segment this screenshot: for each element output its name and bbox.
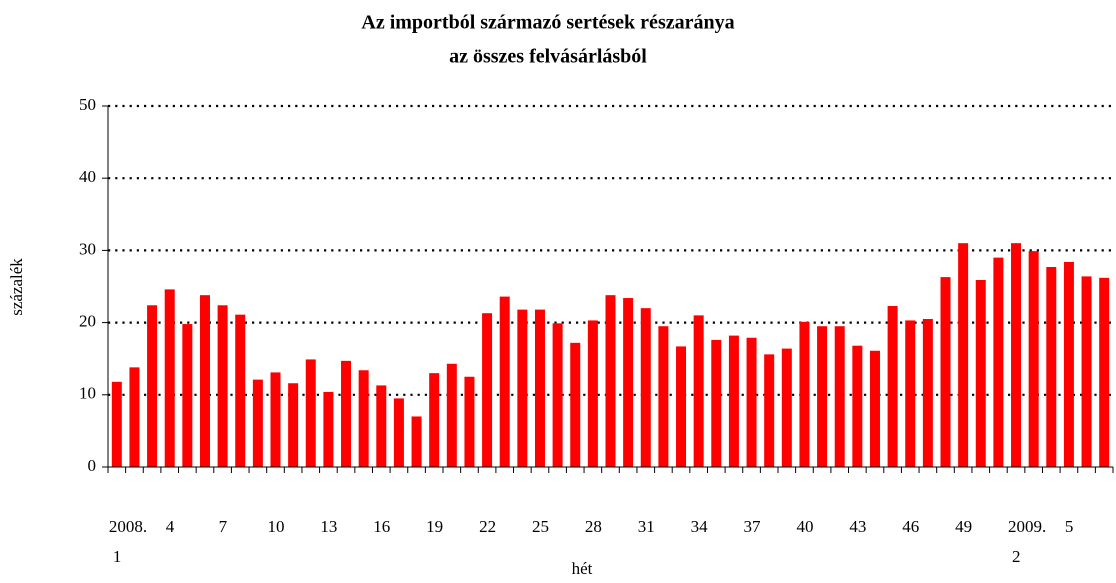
bar [164,289,175,467]
bar [975,280,986,467]
x-tick-label: 16 [373,517,390,536]
bar [658,326,669,467]
x-tick-label: 5 [1065,517,1074,536]
bar [499,296,510,467]
bar [517,309,528,467]
bar [799,321,810,467]
bar [534,309,545,467]
x-tick-label: 13 [320,517,337,536]
bar [199,295,210,467]
y-tick-label: 40 [79,167,96,186]
bar [817,326,828,467]
bar [288,383,299,467]
x-tick-label: 28 [585,517,602,536]
bar [252,379,263,467]
x-tick-label: 22 [479,517,496,536]
x-tick-label: 40 [796,517,813,536]
bar [129,367,140,467]
bar [411,416,422,467]
bar [552,323,563,467]
bar [587,320,598,467]
bar [958,243,969,467]
bar [940,277,951,467]
bar [446,363,457,467]
x-tick-label: 4 [166,517,175,536]
bar [834,326,845,467]
bar [728,335,739,467]
bar [764,354,775,467]
y-tick-label: 0 [88,456,97,475]
x-tick-label: 49 [955,517,972,536]
bar [1028,251,1039,467]
bar [235,314,246,467]
x-tick-label: 10 [268,517,285,536]
y-tick-label: 10 [79,384,96,403]
bar [922,318,933,467]
x-tick-label: 31 [638,517,655,536]
bar [869,350,880,467]
bar [887,305,898,467]
bar [323,391,334,467]
bar [182,324,193,467]
bar [1046,267,1057,467]
x-tick-label: 2008. 1 [109,517,147,566]
bar [605,295,616,467]
x-tick-label: 34 [691,517,709,536]
bar [676,346,687,467]
x-tick-label: 46 [902,517,919,536]
y-axis-label: százalék [7,258,26,316]
y-tick-label: 50 [79,95,96,114]
bar [464,376,475,467]
bar [852,345,863,467]
x-tick-label: 19 [426,517,443,536]
x-tick-label: 2009. 2 [1008,517,1046,566]
bar [693,315,704,467]
bar [429,373,440,467]
bar [270,372,281,467]
bar [1011,243,1022,467]
bar [147,305,158,467]
bar [1063,261,1074,467]
bar [623,298,634,467]
bar [358,370,369,467]
x-tick-label: 37 [744,517,762,536]
bar [111,381,122,467]
bar [746,337,757,467]
bar [482,313,493,467]
bar [217,305,228,467]
bar [993,257,1004,467]
x-axis-label: hét [572,559,593,578]
bar [376,385,387,467]
bar [640,308,651,467]
bar [393,398,404,467]
bar [1081,276,1092,467]
chart-title: az összes felvásárlásból [449,46,647,68]
x-tick-label: 7 [219,517,228,536]
y-tick-label: 20 [79,312,96,331]
bar [781,348,792,467]
bar [341,360,352,467]
bar [905,320,916,467]
bar [570,342,581,467]
x-tick-label: 25 [532,517,549,536]
chart-title: Az importból származó sertések részarány… [361,12,734,34]
bar [711,339,722,467]
bar [1099,277,1110,467]
y-tick-label: 30 [79,239,96,258]
bar [305,359,316,467]
x-tick-label: 43 [849,517,866,536]
